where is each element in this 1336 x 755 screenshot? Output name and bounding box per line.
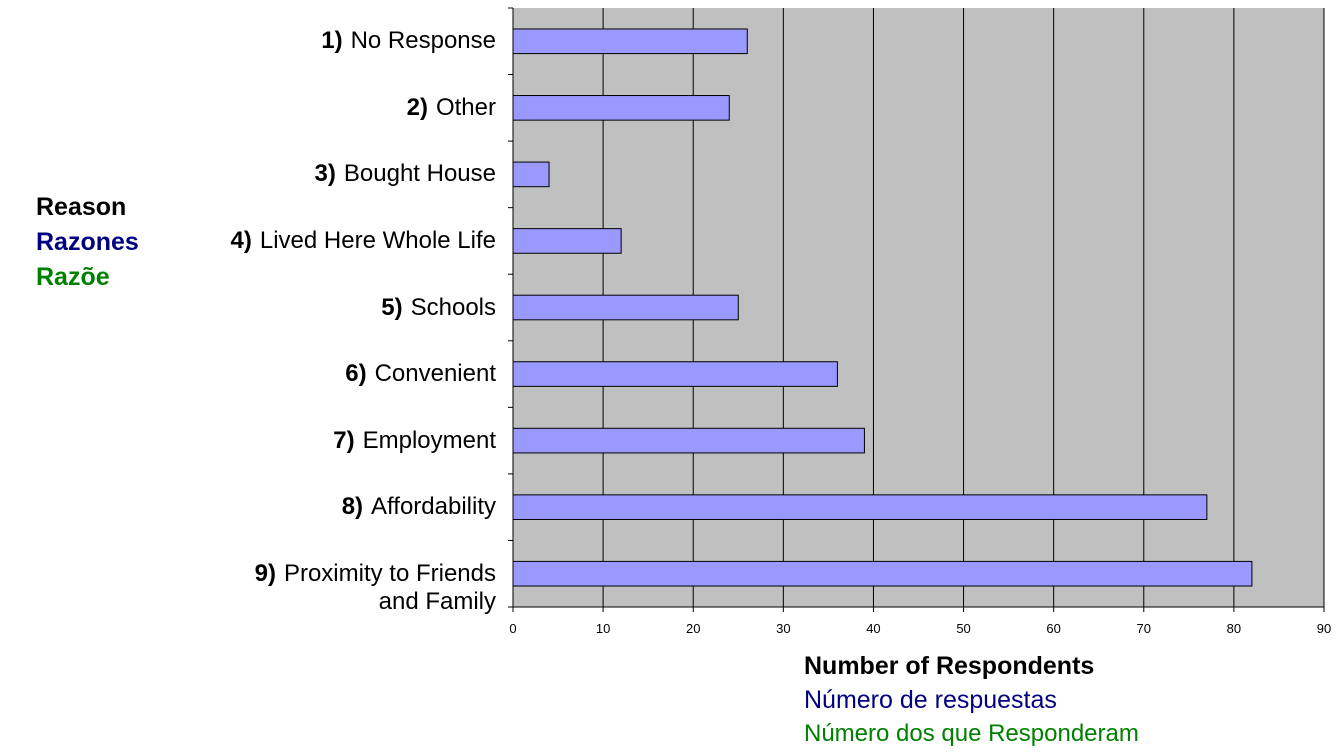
category-number: 5) bbox=[381, 293, 403, 321]
category-text: Proximity to Friends bbox=[283, 559, 496, 587]
bar bbox=[512, 28, 748, 55]
x-tick-label: 80 bbox=[1227, 621, 1241, 636]
category-number: 3) bbox=[314, 160, 336, 188]
category-label: 1) No Response bbox=[321, 27, 496, 55]
category-number: 1) bbox=[321, 27, 343, 55]
category-label: 2) Other bbox=[407, 94, 496, 122]
category-text: Affordability bbox=[371, 493, 496, 521]
x-tick-label: 0 bbox=[509, 621, 516, 636]
category-number: 6) bbox=[345, 360, 367, 388]
category-label: 9) Proximity to Friends and Family bbox=[255, 560, 496, 616]
x-axis-title: Number of Respondents Número de respuest… bbox=[804, 649, 1139, 751]
x-tick-label: 40 bbox=[866, 621, 880, 636]
bar bbox=[512, 95, 730, 121]
x-axis-title-english: Number of Respondents bbox=[804, 652, 1095, 680]
bar bbox=[512, 228, 622, 254]
bar bbox=[512, 560, 1253, 587]
bars bbox=[512, 28, 1253, 587]
category-text: Other bbox=[435, 93, 496, 121]
x-tick-label: 10 bbox=[596, 621, 610, 636]
category-label: 8) Affordability bbox=[342, 493, 496, 521]
category-label: 5) Schools bbox=[381, 294, 496, 322]
category-label: 7) Employment bbox=[333, 427, 496, 455]
x-tick-label: 70 bbox=[1137, 621, 1151, 636]
category-number: 8) bbox=[341, 493, 364, 521]
x-tick-label: 90 bbox=[1317, 621, 1331, 636]
category-text: Employment bbox=[362, 426, 496, 454]
y-axis-title-portuguese: Razõe bbox=[36, 263, 110, 291]
category-text: No Response bbox=[350, 27, 496, 55]
category-label: 3) Bought House bbox=[315, 160, 496, 188]
category-label: 4) Lived Here Whole Life bbox=[231, 227, 496, 255]
bar bbox=[512, 161, 550, 188]
x-tick-label: 30 bbox=[776, 621, 790, 636]
category-text-line2: and Family bbox=[378, 587, 496, 615]
category-text: Lived Here Whole Life bbox=[259, 226, 496, 254]
y-axis-title-spanish: Razones bbox=[36, 228, 139, 256]
y-axis-title-english: Reason bbox=[36, 193, 127, 221]
category-number: 4) bbox=[230, 226, 252, 254]
category-text: Convenient bbox=[374, 360, 496, 388]
bar bbox=[512, 494, 1208, 520]
bar bbox=[512, 427, 865, 454]
category-text: Schools bbox=[410, 293, 496, 321]
category-number: 9) bbox=[254, 559, 276, 587]
x-tick-label: 60 bbox=[1046, 621, 1060, 636]
category-text: Bought House bbox=[343, 160, 496, 188]
x-axis-title-spanish: Número de respuestas bbox=[804, 686, 1057, 714]
y-axis-title: Reason Razones Razõe bbox=[36, 190, 139, 295]
bar bbox=[512, 361, 838, 387]
x-tick-label: 50 bbox=[956, 621, 970, 636]
axes: 0 10 20 30 40 50 60 70 80 90 bbox=[508, 7, 1331, 636]
x-tick-label: 20 bbox=[686, 621, 700, 636]
category-number: 7) bbox=[333, 426, 355, 454]
category-number: 2) bbox=[406, 93, 428, 121]
category-label: 6) Convenient bbox=[345, 360, 496, 388]
bar bbox=[512, 294, 739, 321]
x-axis-title-portuguese: Número dos que Responderam bbox=[804, 720, 1139, 747]
